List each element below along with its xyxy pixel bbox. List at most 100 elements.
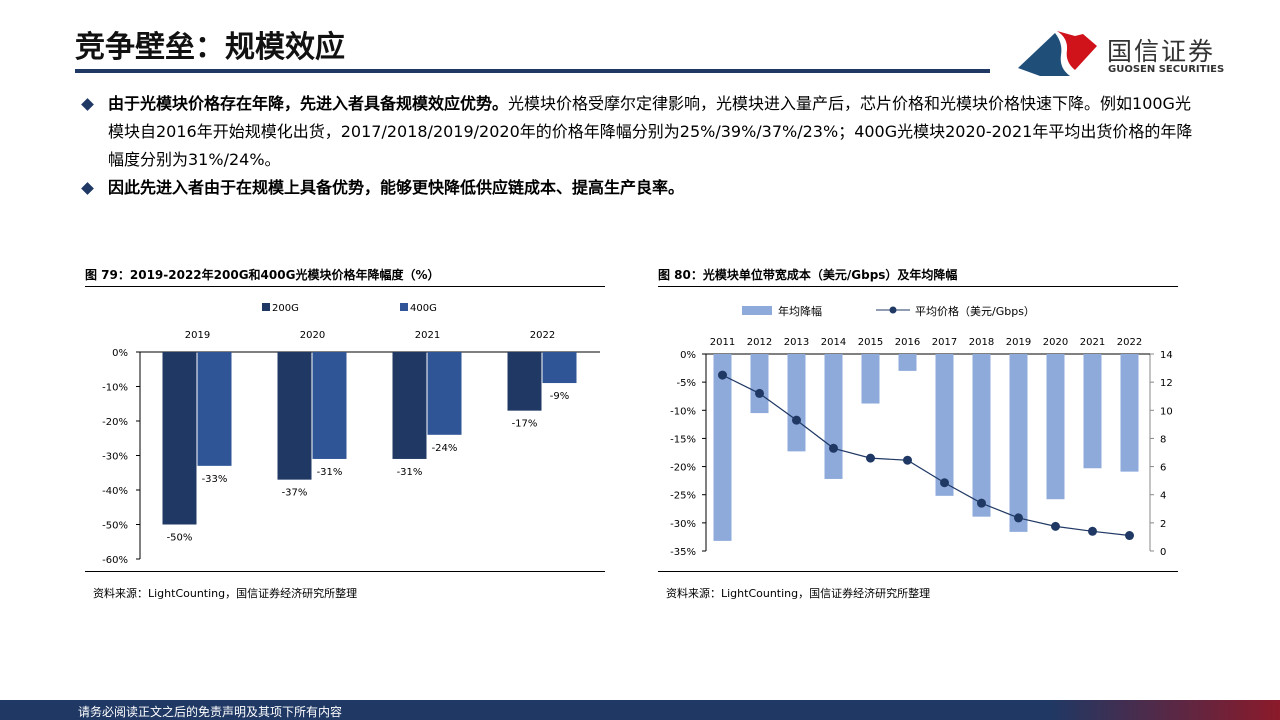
bar (787, 354, 806, 452)
bar (392, 352, 427, 459)
y-tick-label-right: 8 (1160, 434, 1166, 445)
y-tick-label-right: 12 (1160, 378, 1173, 389)
y-tick-label: -40% (102, 486, 128, 497)
x-tick-label: 2022 (1117, 337, 1142, 348)
x-tick-label: 2013 (784, 337, 809, 348)
price-point (755, 388, 764, 398)
price-line (722, 374, 1130, 537)
x-tick-label: 2019 (1006, 337, 1031, 348)
bar (972, 354, 991, 517)
price-point (1014, 513, 1023, 523)
bar (1083, 354, 1102, 469)
bar (162, 352, 197, 525)
divider (658, 571, 1178, 572)
price-point (1051, 521, 1060, 531)
divider (658, 286, 1178, 287)
x-tick-label: 2011 (710, 337, 735, 348)
y-tick-label-left: -5% (677, 378, 696, 389)
price-point (977, 498, 986, 508)
footer-bar: 请务必阅读正文之后的免责声明及其项下所有内容 (0, 700, 1280, 720)
y-tick-label-left: -30% (670, 519, 696, 530)
bar (824, 354, 843, 479)
divider (85, 286, 605, 287)
data-label: -33% (202, 474, 228, 485)
y-tick-label-left: -10% (670, 406, 696, 417)
legend-label: 400G (410, 303, 437, 314)
price-point (866, 453, 875, 463)
legend-label: 平均价格（美元/Gbps） (915, 304, 1035, 318)
legend-label: 年均降幅 (778, 304, 822, 318)
x-tick-label: 2020 (1043, 337, 1068, 348)
disclaimer: 请务必阅读正文之后的免责声明及其项下所有内容 (78, 705, 343, 719)
title-divider (75, 69, 990, 73)
legend-swatch (400, 303, 408, 311)
y-tick-label-left: -35% (670, 547, 696, 558)
bar (1120, 354, 1139, 472)
bar (861, 354, 880, 404)
y-tick-label: -30% (102, 452, 128, 463)
data-label: -50% (167, 533, 193, 544)
legend-swatch (262, 303, 270, 311)
data-label: -17% (512, 419, 538, 430)
data-label: -31% (397, 467, 423, 478)
y-tick-label-right: 4 (1160, 491, 1166, 502)
page-title: 竞争壁垒：规模效应 (75, 30, 345, 65)
x-tick-label: 2012 (747, 337, 772, 348)
x-tick-label: 2021 (415, 330, 440, 341)
legend-label: 200G (272, 303, 299, 314)
y-tick-label-left: -15% (670, 434, 696, 445)
price-point (1088, 526, 1097, 536)
bar (197, 352, 232, 466)
data-label: -31% (317, 467, 343, 478)
price-point (829, 443, 838, 453)
x-tick-label: 2021 (1080, 337, 1105, 348)
y-tick-label: -20% (102, 417, 128, 428)
y-tick-label-right: 0 (1160, 547, 1166, 558)
bullet-bold: 由于光模块价格存在年降，先进入者具备规模效应优势。 (108, 94, 509, 113)
y-tick-label-left: -25% (670, 491, 696, 502)
bar (713, 354, 732, 541)
y-tick-label-right: 6 (1160, 463, 1166, 474)
bullet-text: 光模块价格受摩尔定律影响，光模块进入量产后，芯片价格和光模块价格快速下降。例如1… (108, 94, 1193, 169)
bar (750, 354, 769, 414)
bar (507, 352, 542, 411)
x-tick-label: 2022 (530, 330, 555, 341)
price-point (1125, 531, 1134, 541)
bar (542, 352, 577, 384)
y-tick-label: -10% (102, 383, 128, 394)
bar (1046, 354, 1065, 500)
price-point (792, 415, 801, 425)
bar (1009, 354, 1028, 532)
chart-panel-80: 图 80：光模块单位带宽成本（美元/Gbps）及年均降幅 年均降幅 平均价格（美元… (658, 258, 1178, 603)
x-tick-label: 2019 (185, 330, 210, 341)
y-tick-label-left: -20% (670, 463, 696, 474)
bar (935, 354, 954, 496)
logo-text-en: GUOSEN SECURITIES (1108, 64, 1225, 75)
x-tick-label: 2018 (969, 337, 994, 348)
legend-swatch (742, 306, 772, 315)
price-point (903, 455, 912, 465)
bar (427, 352, 462, 435)
y-tick-label: 0% (112, 348, 128, 359)
bullet-bold: 因此先进入者由于在规模上具备优势，能够更快降低供应链成本、提高生产良率。 (108, 178, 685, 197)
x-tick-label: 2020 (300, 330, 325, 341)
chart-80: 年均降幅 平均价格（美元/Gbps） 0% -5% -10% -15% -20% -25% -3… (670, 304, 1173, 558)
data-label: -37% (282, 488, 308, 499)
y-tick-label: -50% (102, 521, 128, 532)
chart-source: 资料来源：LightCounting，国信证券经济研究所整理 (666, 587, 931, 600)
chart-panel-79: 图 79：2019-2022年200G和400G光模块价格年降幅度（%） 200… (85, 258, 605, 603)
bullet-list: 由于光模块价格存在年降，先进入者具备规模效应优势。光模块价格受摩尔定律影响，光模… (80, 90, 1200, 202)
y-tick-label-right: 2 (1160, 519, 1166, 530)
bullet-item: 由于光模块价格存在年降，先进入者具备规模效应优势。光模块价格受摩尔定律影响，光模… (80, 90, 1200, 174)
guosen-logo (1018, 31, 1097, 76)
chart-title: 图 80：光模块单位带宽成本（美元/Gbps）及年均降幅 (658, 268, 958, 282)
x-tick-label: 2017 (932, 337, 957, 348)
price-point (940, 478, 949, 488)
chart-79: 200G 400G 0% -10% -20% -30% -40% -50% -60% 2019 -5… (102, 303, 600, 566)
bar (898, 354, 917, 371)
x-tick-label: 2016 (895, 337, 920, 348)
x-tick-label: 2015 (858, 337, 883, 348)
chart-title: 图 79：2019-2022年200G和400G光模块价格年降幅度（%） (85, 268, 440, 282)
y-tick-label-right: 10 (1160, 406, 1173, 417)
bar (312, 352, 347, 459)
